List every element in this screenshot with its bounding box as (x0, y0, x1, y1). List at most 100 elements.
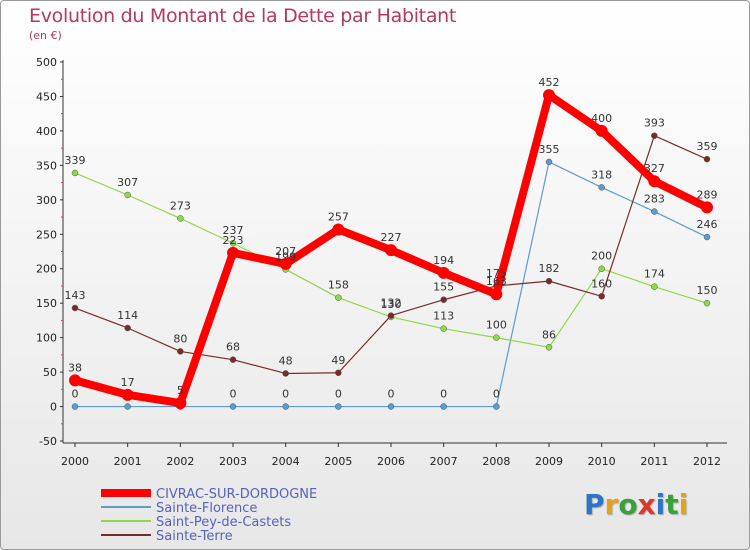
x-tick-label: 2007 (430, 455, 458, 468)
data-point (493, 334, 500, 341)
data-point (595, 124, 608, 137)
data-label: 289 (697, 188, 718, 201)
data-label: 155 (433, 281, 454, 294)
data-label: 194 (433, 254, 454, 267)
y-tick-label: -50 (39, 435, 57, 448)
x-tick-label: 2012 (693, 455, 721, 468)
data-label: 400 (591, 112, 612, 125)
data-point (279, 257, 292, 270)
data-point (71, 304, 79, 312)
data-point (332, 223, 345, 236)
data-label: 307 (117, 176, 138, 189)
logo-letter: r (604, 488, 619, 521)
chart-unit: (en €) (29, 29, 62, 42)
x-tick-label: 2000 (61, 455, 89, 468)
data-point (440, 403, 447, 410)
logo-letter: P (584, 488, 605, 521)
data-label: 393 (644, 117, 665, 130)
data-label: 160 (591, 277, 612, 290)
data-point (437, 266, 450, 279)
data-point (124, 191, 131, 199)
data-label: 207 (275, 245, 296, 258)
data-point (651, 283, 658, 290)
data-point (490, 288, 503, 301)
y-tick-label: 350 (36, 159, 57, 172)
data-label: 158 (328, 279, 349, 292)
data-point (545, 344, 553, 351)
data-label: 273 (170, 199, 191, 212)
data-point (71, 169, 79, 177)
legend-label: Saint-Pey-de-Castets (156, 515, 291, 530)
data-point (177, 215, 184, 222)
data-label: 0 (493, 388, 500, 401)
data-point (177, 348, 184, 355)
data-point (335, 294, 342, 301)
data-point (598, 184, 605, 191)
chart-title: Evolution du Montant de la Dette par Hab… (29, 5, 457, 27)
data-point (69, 374, 81, 387)
logo-letter: i (655, 488, 666, 521)
data-point (335, 369, 342, 377)
data-label: 68 (226, 341, 240, 354)
y-tick-label: 400 (36, 125, 57, 138)
data-label: 17 (121, 376, 135, 389)
data-point (124, 324, 131, 332)
data-label: 0 (282, 388, 289, 401)
logo-letter: x (637, 488, 656, 521)
y-tick-label: 50 (43, 366, 57, 379)
data-label: 355 (539, 143, 560, 156)
data-label: 199 (275, 250, 296, 263)
data-point (651, 132, 658, 139)
y-tick-label: 200 (36, 263, 57, 276)
x-tick-label: 2005 (324, 455, 352, 468)
logo-letter: i (678, 488, 689, 521)
y-tick-label: 0 (50, 401, 57, 414)
y-tick-label: 150 (36, 297, 57, 310)
y-tick-label: 300 (36, 194, 57, 207)
data-point (385, 244, 397, 257)
data-label: 100 (486, 319, 507, 332)
y-tick-label: 100 (36, 332, 57, 345)
data-label: 143 (65, 289, 86, 302)
data-label: 200 (591, 250, 612, 263)
x-tick-label: 2009 (535, 455, 563, 468)
data-point (598, 265, 605, 272)
data-label: 257 (328, 210, 349, 223)
x-tick-label: 2003 (219, 455, 247, 468)
y-tick-label: 450 (36, 90, 57, 103)
data-label: 174 (644, 268, 665, 281)
data-point (543, 89, 555, 102)
data-point (229, 356, 237, 363)
data-point (229, 403, 237, 410)
data-point (545, 277, 553, 285)
data-label: 327 (644, 162, 665, 175)
x-tick-label: 2008 (482, 455, 510, 468)
data-point (227, 246, 239, 259)
data-point (440, 296, 447, 303)
data-label: 0 (72, 388, 79, 401)
data-label: 80 (173, 332, 187, 345)
logo-letter: t (665, 488, 679, 521)
x-tick-label: 2002 (166, 455, 194, 468)
data-label: 113 (433, 310, 454, 323)
data-point (703, 233, 711, 241)
data-label: 0 (440, 388, 447, 401)
data-point (703, 299, 711, 307)
data-point (387, 403, 395, 410)
data-label: 283 (644, 193, 665, 206)
data-label: 48 (279, 354, 293, 367)
data-label: 359 (697, 140, 718, 153)
data-point (648, 175, 661, 188)
x-tick-label: 2001 (114, 455, 142, 468)
y-tick-label: 250 (36, 228, 57, 241)
data-point (440, 325, 447, 332)
data-label: 163 (486, 275, 507, 288)
data-point (493, 403, 500, 410)
data-point (71, 403, 79, 410)
data-label: 5 (177, 384, 184, 397)
data-point (282, 370, 289, 377)
legend-label: Sainte-Terre (156, 529, 233, 544)
x-tick-label: 2006 (377, 455, 405, 468)
